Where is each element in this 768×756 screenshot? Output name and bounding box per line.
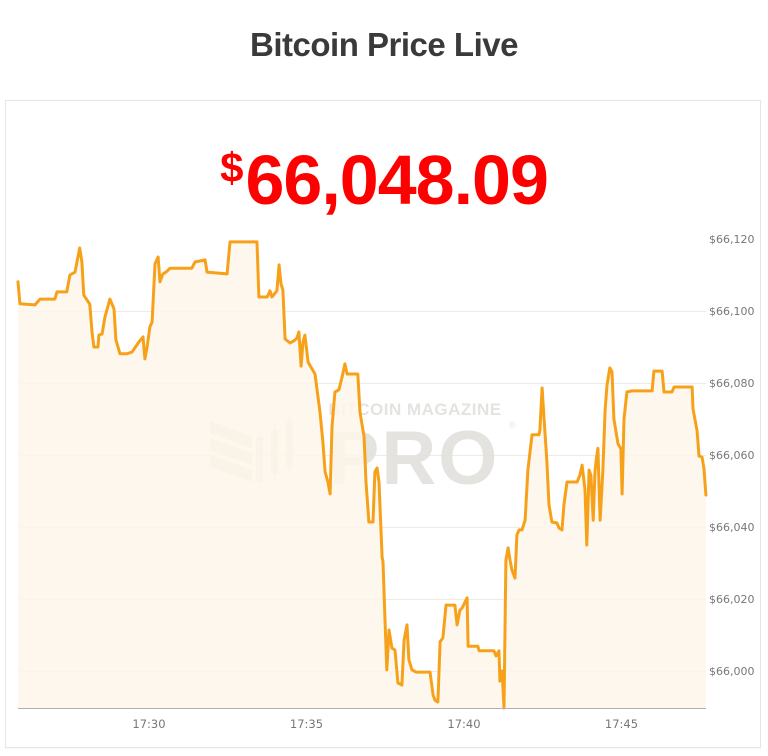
x-axis-labels: 17:30 17:35 17:40 17:45 (132, 717, 638, 731)
watermark-registered: ® (509, 420, 516, 430)
currency-symbol: $ (220, 144, 244, 191)
y-tick-label: $66,040 (709, 521, 755, 534)
x-tick-label: 17:40 (447, 717, 480, 731)
x-tick-label: 17:35 (290, 717, 323, 731)
y-tick-label: $66,060 (709, 449, 755, 462)
x-tick-label: 17:45 (605, 717, 638, 731)
y-tick-label: $66,020 (709, 593, 755, 606)
page-title: Bitcoin Price Live (250, 26, 518, 63)
watermark-brand-top: BITCOIN MAGAZINE (328, 400, 501, 419)
y-axis-labels: $66,000 $66,020 $66,040 $66,060 $66,080 $66,1… (709, 233, 755, 678)
current-price: $66,048.09 (0, 128, 768, 240)
price-value: 66,048.09 (245, 141, 548, 219)
y-tick-label: $66,080 (709, 377, 755, 390)
price-area-fill (18, 241, 706, 708)
x-tick-label: 17:30 (132, 717, 165, 731)
y-tick-label: $66,120 (709, 233, 755, 246)
y-tick-label: $66,000 (709, 665, 755, 678)
price-line[interactable] (16, 240, 708, 710)
y-tick-label: $66,100 (709, 305, 755, 318)
